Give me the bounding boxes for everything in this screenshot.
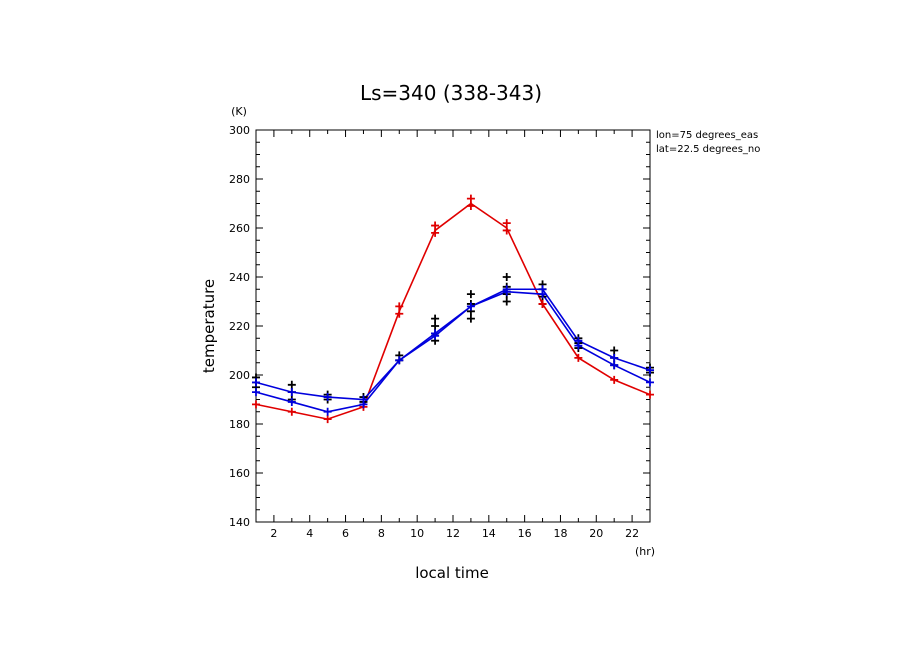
data-point [431,322,440,330]
data-point [431,314,440,323]
y-tick-label: 220 [229,320,250,333]
x-tick-label: 10 [410,527,424,540]
y-axis-label: temperature [200,279,218,373]
data-point [466,290,475,299]
series-lines [255,202,651,420]
data-markers [252,194,654,424]
data-point [287,380,296,389]
annotation-lon: lon=75 degrees_eas [656,130,758,141]
data-point [538,299,547,308]
y-tick-label: 240 [229,271,250,284]
data-point [466,302,475,311]
data-point [502,226,511,235]
data-point [323,415,332,424]
x-tick-label: 8 [378,527,385,540]
series-line-2 [255,288,651,401]
data-point [610,361,619,370]
y-tick-label: 280 [229,173,250,186]
data-point [610,375,619,384]
y-tick-label: 180 [229,418,250,431]
chart-title: Ls=340 (338-343) [360,81,542,105]
data-point [646,366,654,375]
data-point [287,388,296,397]
data-point [610,353,619,362]
data-point [502,287,511,296]
x-tick-label: 14 [482,527,496,540]
data-point [502,297,511,306]
data-point [466,194,475,203]
data-point [287,407,296,416]
data-point [502,219,511,228]
axis-ticks: 2 4 6 8 10 12 14 16 18 20 22 140 160 180 200 220 240 260 2… [229,124,651,540]
y-tick-label: 200 [229,369,250,382]
x-tick-label: 4 [306,527,313,540]
data-point [395,302,404,311]
series-line-1 [255,202,651,420]
y-tick-label: 140 [229,516,250,529]
data-point [287,397,296,406]
data-point [646,390,654,399]
x-tick-label: 12 [446,527,460,540]
data-point [395,356,404,365]
data-point [431,228,440,237]
data-point [466,201,475,210]
x-axis-label: local time [415,564,489,582]
y-unit-label: (K) [231,105,247,118]
data-point [252,400,260,409]
data-point [252,388,260,397]
y-tick-label: 260 [229,222,250,235]
data-point [359,400,368,409]
data-point [574,341,583,350]
y-tick-label: 300 [229,124,250,137]
x-tick-label: 6 [342,527,349,540]
data-point [502,273,511,281]
data-point [538,290,547,299]
data-point [323,393,332,402]
data-point [431,221,440,230]
data-point [395,309,404,318]
x-tick-label: 2 [270,527,277,540]
data-point [323,407,332,416]
x-tick-label: 20 [589,527,603,540]
data-point [574,353,583,362]
series-line-3 [255,290,651,413]
data-point [431,331,440,340]
x-tick-label: 18 [553,527,567,540]
annotation-lat: lat=22.5 degrees_no [656,144,760,155]
x-tick-label: 22 [625,527,639,540]
data-point [646,378,654,387]
data-point [252,378,260,387]
y-tick-label: 160 [229,467,250,480]
x-tick-label: 16 [518,527,532,540]
data-point [466,314,475,323]
plot-frame [255,129,651,523]
x-unit-label: (hr) [635,545,655,558]
data-point [610,346,619,355]
